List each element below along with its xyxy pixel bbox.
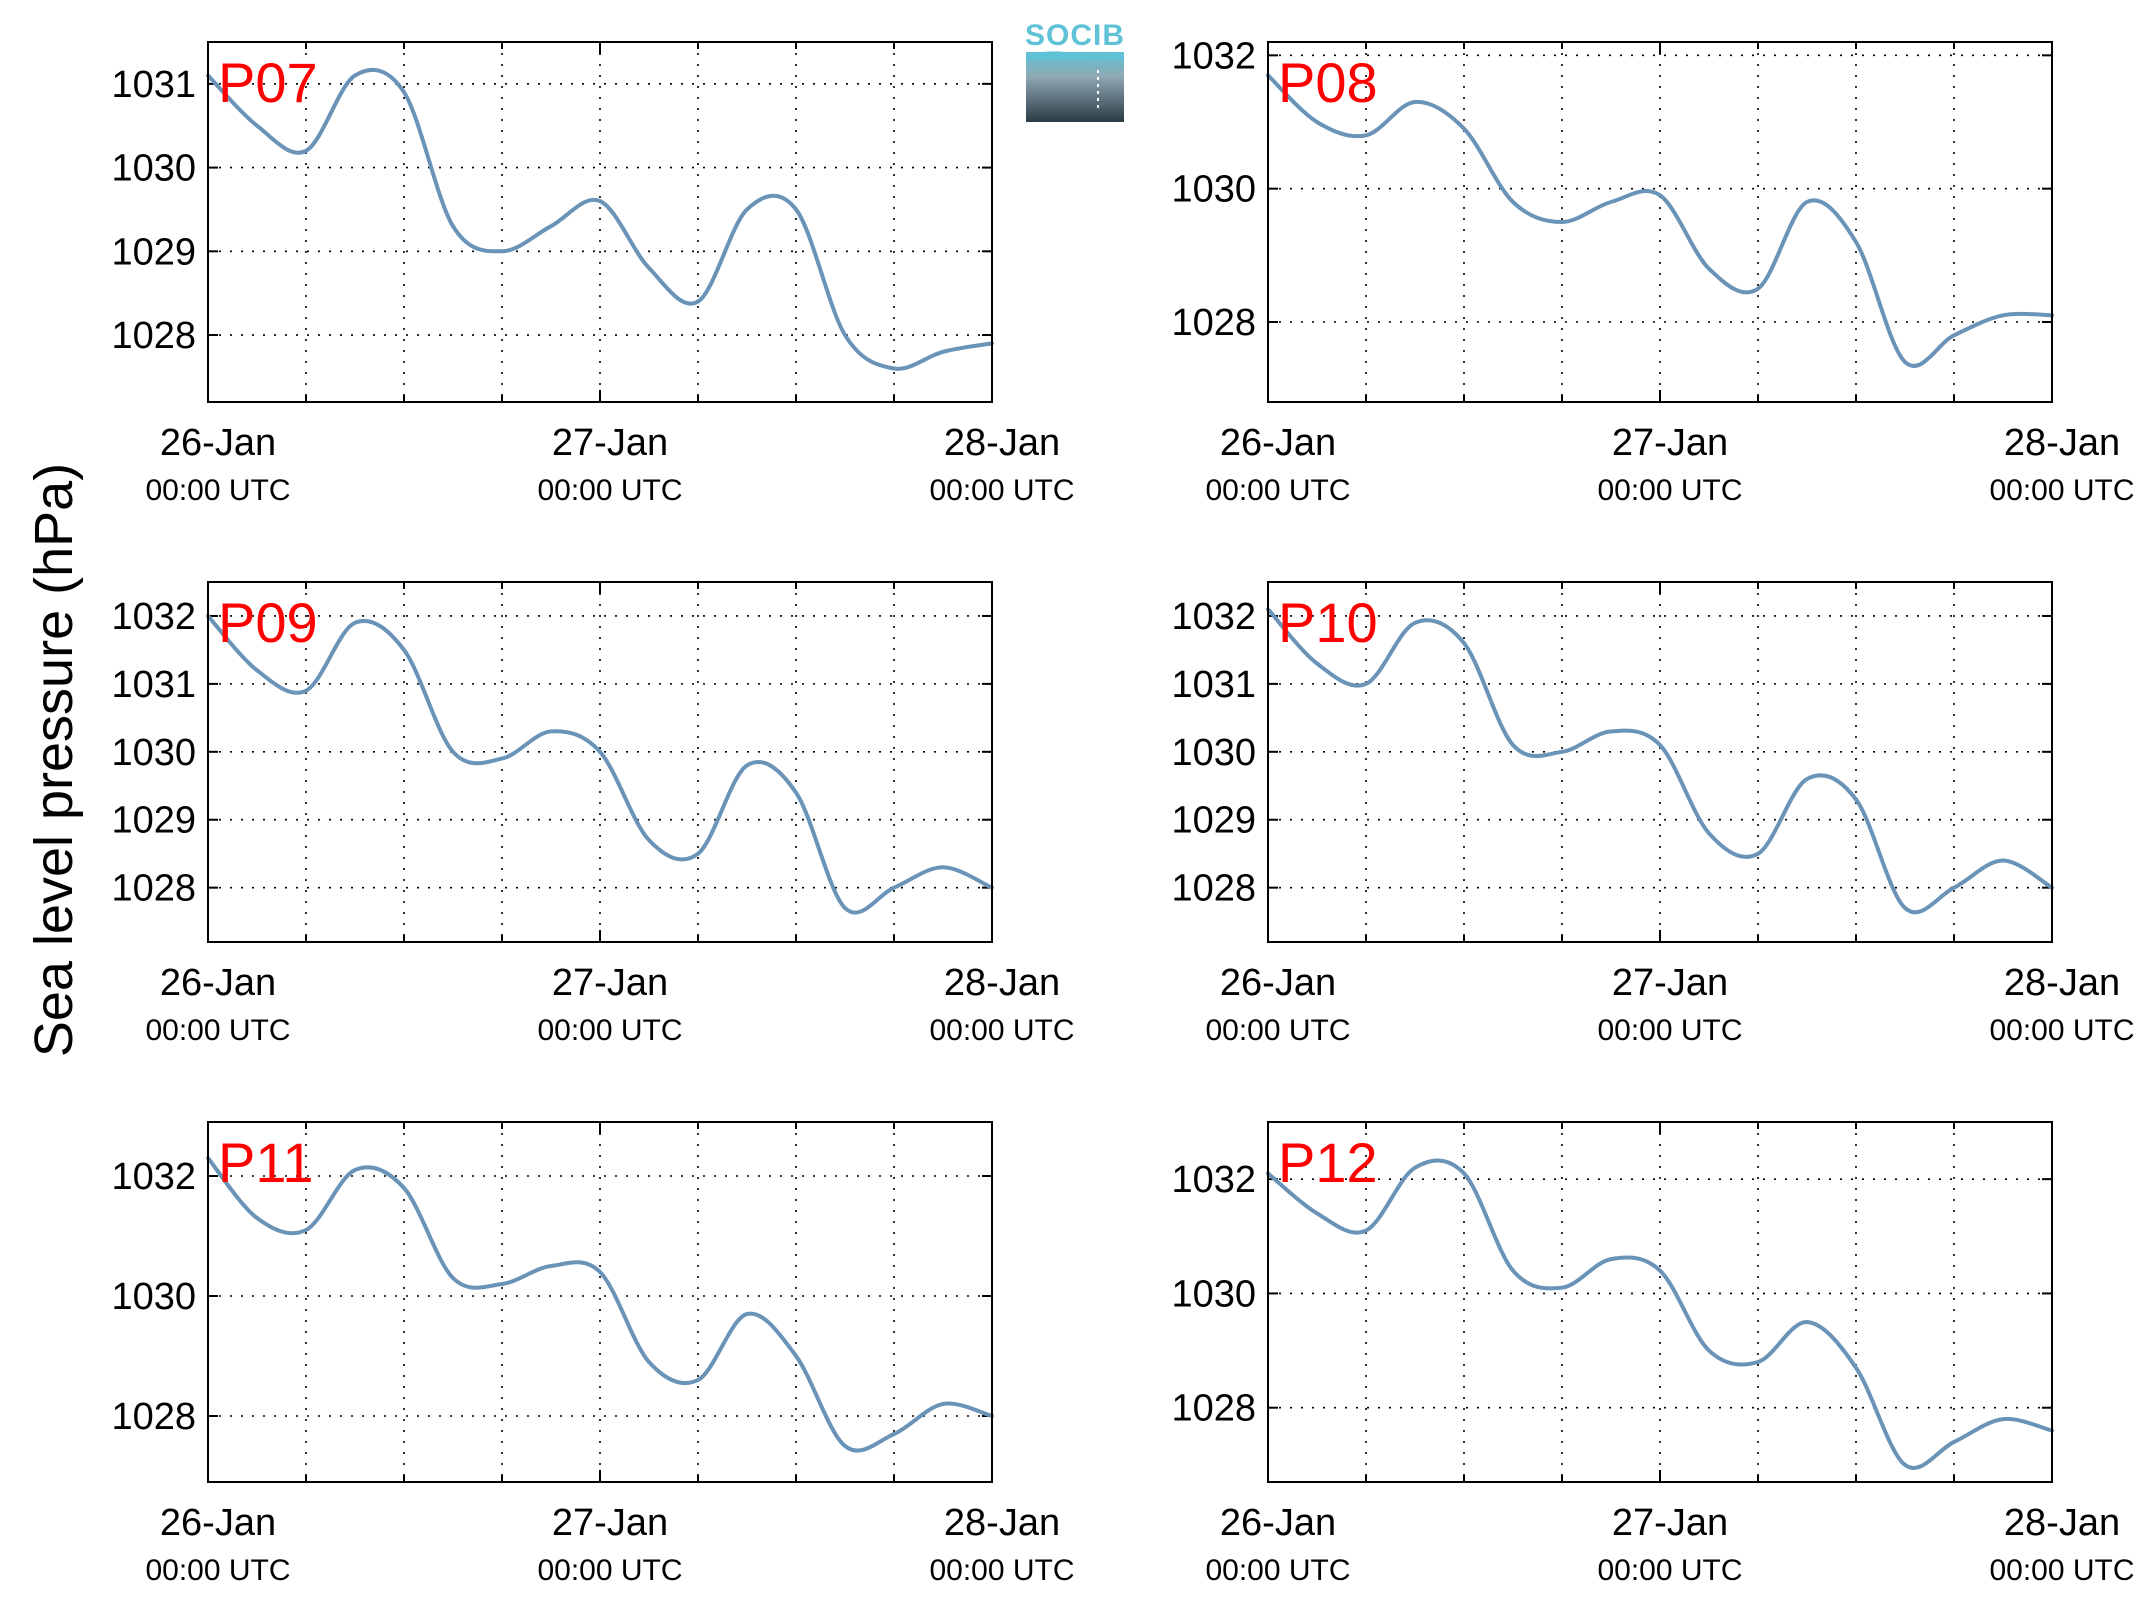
pressure-series-line [206, 1156, 994, 1453]
x-tick-label-date: 27-Jan [552, 1502, 668, 1544]
y-tick-label: 1031 [111, 664, 196, 706]
y-tick-label: 1032 [1171, 1159, 1256, 1201]
chart-panel-p11: 1028 1030 1032 26-Jan 00:00 UTC 27-Jan 00:00 U… [111, 1121, 1075, 1587]
x-tick-label-time: 00:00 UTC [537, 474, 682, 507]
socib-logo: SOCIB [1025, 19, 1125, 122]
y-axis-title: Sea level pressure (hPa) [24, 463, 84, 1057]
y-tick-label: 1028 [1171, 302, 1256, 344]
y-tick-label: 1030 [1171, 169, 1256, 211]
y-tick-label: 1028 [1171, 1388, 1256, 1430]
plot-frame [207, 1121, 993, 1483]
x-tick-label-date: 28-Jan [2004, 962, 2120, 1004]
plot-frame [1267, 581, 2053, 943]
chart-panel-p08: 1028 1030 1032 26-Jan 00:00 UTC 27-Jan 00:00 U… [1171, 35, 2134, 507]
x-tick-label-date: 28-Jan [944, 422, 1060, 464]
plot-frame [1267, 1121, 2053, 1483]
y-tick-label: 1031 [1171, 664, 1256, 706]
panel-label: P07 [218, 51, 318, 114]
x-tick-label-date: 28-Jan [2004, 1502, 2120, 1544]
x-tick-label-time: 00:00 UTC [929, 1554, 1074, 1587]
x-tick-label-time: 00:00 UTC [1597, 474, 1742, 507]
x-tick-label-time: 00:00 UTC [537, 1014, 682, 1047]
y-tick-label: 1028 [1171, 868, 1256, 910]
y-tick-label: 1028 [111, 868, 196, 910]
x-tick-label-date: 27-Jan [1612, 422, 1728, 464]
x-tick-label-date: 26-Jan [1220, 422, 1336, 464]
y-tick-label: 1028 [111, 315, 196, 357]
plot-frame [207, 581, 993, 943]
x-tick-label-time: 00:00 UTC [1205, 1014, 1350, 1047]
x-tick-label-time: 00:00 UTC [1205, 474, 1350, 507]
y-tick-label: 1031 [111, 64, 196, 106]
x-tick-label-date: 27-Jan [1612, 962, 1728, 1004]
panel-label: P11 [218, 1131, 313, 1194]
y-tick-label: 1029 [111, 231, 196, 273]
x-tick-label-date: 26-Jan [160, 962, 276, 1004]
y-tick-label: 1030 [111, 732, 196, 774]
x-tick-label-date: 26-Jan [160, 422, 276, 464]
y-tick-label: 1030 [1171, 732, 1256, 774]
x-tick-label-date: 28-Jan [944, 1502, 1060, 1544]
x-tick-label-time: 00:00 UTC [145, 1554, 290, 1587]
x-tick-label-time: 00:00 UTC [1989, 474, 2134, 507]
x-tick-label-date: 26-Jan [1220, 962, 1336, 1004]
chart-panel-p09: 1028 1029 1030 1031 1032 26-Jan 00:00 UTC 27-Ja… [111, 581, 1075, 1047]
logo-wordmark: SOCIB [1025, 19, 1125, 52]
pressure-series-line [206, 67, 994, 371]
y-tick-label: 1032 [111, 596, 196, 638]
x-tick-label-time: 00:00 UTC [929, 474, 1074, 507]
chart-panel-p07: 1028 1029 1030 1031 26-Jan 00:00 UTC 27-Jan 00:… [111, 41, 1075, 507]
x-tick-label-time: 00:00 UTC [1597, 1554, 1742, 1587]
y-tick-label: 1032 [1171, 596, 1256, 638]
x-tick-label-time: 00:00 UTC [145, 1014, 290, 1047]
x-tick-label-time: 00:00 UTC [537, 1554, 682, 1587]
y-tick-label: 1030 [111, 1276, 196, 1318]
y-tick-label: 1029 [1171, 800, 1256, 842]
x-tick-label-time: 00:00 UTC [1597, 1014, 1742, 1047]
y-tick-label: 1029 [111, 800, 196, 842]
y-tick-label: 1030 [1171, 1273, 1256, 1315]
x-tick-label-time: 00:00 UTC [145, 474, 290, 507]
x-tick-label-date: 27-Jan [1612, 1502, 1728, 1544]
panel-label: P09 [218, 591, 318, 654]
panel-label: P12 [1278, 1131, 1378, 1194]
x-tick-label-date: 26-Jan [160, 1502, 276, 1544]
y-tick-label: 1028 [111, 1396, 196, 1438]
panels-container: 1028 1029 1030 1031 26-Jan 00:00 UTC 27-Jan 00:… [111, 35, 2134, 1587]
x-tick-label-date: 27-Jan [552, 422, 668, 464]
pressure-series-line [1266, 73, 2054, 368]
plot-frame [1267, 41, 2053, 403]
panel-label: P10 [1278, 591, 1378, 654]
panel-label: P08 [1278, 51, 1378, 114]
x-tick-label-time: 00:00 UTC [1989, 1554, 2134, 1587]
x-tick-label-time: 00:00 UTC [1205, 1554, 1350, 1587]
plot-frame [207, 41, 993, 403]
y-tick-label: 1030 [111, 148, 196, 190]
chart-panel-p12: 1028 1030 1032 26-Jan 00:00 UTC 27-Jan 00:00 U… [1171, 1121, 2135, 1587]
x-tick-label-time: 00:00 UTC [929, 1014, 1074, 1047]
y-tick-label: 1032 [1171, 35, 1256, 77]
x-tick-label-time: 00:00 UTC [1989, 1014, 2134, 1047]
y-tick-label: 1032 [111, 1156, 196, 1198]
x-tick-label-date: 26-Jan [1220, 1502, 1336, 1544]
pressure-series-line [1266, 607, 2054, 915]
chart-panel-p10: 1028 1029 1030 1031 1032 26-Jan 00:00 UTC 27-Ja… [1171, 581, 2135, 1047]
pressure-series-line [206, 614, 994, 915]
pressure-series-line [1266, 1158, 2054, 1470]
x-tick-label-date: 27-Jan [552, 962, 668, 1004]
x-tick-label-date: 28-Jan [944, 962, 1060, 1004]
x-tick-label-date: 28-Jan [2004, 422, 2120, 464]
